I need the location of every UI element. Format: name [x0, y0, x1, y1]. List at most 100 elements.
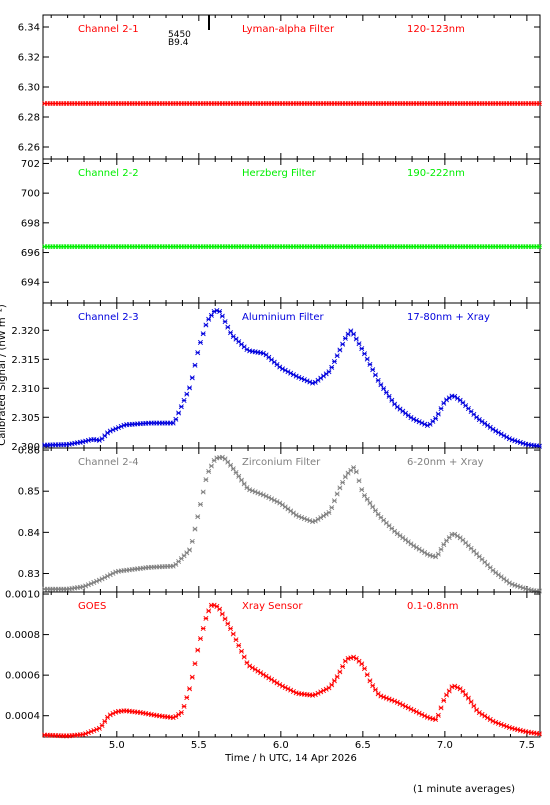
- y-tick-label: 0.85: [18, 487, 40, 498]
- y-tick-label: 0.0006: [5, 671, 40, 682]
- data-point: [217, 308, 223, 315]
- data-point: [233, 470, 239, 476]
- data-point: [443, 397, 450, 403]
- data-point: [337, 669, 343, 675]
- data-point: [364, 672, 370, 678]
- data-point: [187, 547, 193, 553]
- data-point: [200, 331, 206, 337]
- data-point: [197, 339, 203, 345]
- data-point: [340, 663, 346, 670]
- data-point: [176, 711, 182, 718]
- panel-label: Channel 2-1: [78, 24, 139, 35]
- panel-label: Channel 2-4: [78, 457, 139, 468]
- marker-annotation-line-2: B9.4: [168, 38, 189, 48]
- data-point: [372, 508, 378, 514]
- data-point: [233, 637, 239, 643]
- data-point: [493, 570, 499, 576]
- panel-label: Herzberg Filter: [242, 168, 317, 179]
- data-point: [394, 531, 400, 537]
- data-point: [487, 424, 493, 430]
- data-point: [241, 654, 247, 660]
- data-point: [337, 485, 343, 491]
- data-point: [359, 487, 365, 493]
- data-point: [176, 410, 182, 416]
- data-point: [187, 385, 193, 391]
- data-point: [443, 692, 450, 698]
- panel-label: Lyman-alpha Filter: [242, 24, 335, 35]
- data-point: [197, 501, 203, 507]
- y-tick-label: 2.300: [11, 442, 40, 453]
- data-point: [331, 359, 337, 365]
- panel-5: 0.0004 0.0006 0.0008 0.0010 GOES Xray Sensor 0…: [5, 590, 542, 739]
- data-point: [372, 372, 378, 378]
- y-tick-label: 0.83: [18, 569, 40, 580]
- data-point: [282, 504, 288, 510]
- data-point: [342, 474, 348, 480]
- data-point: [331, 498, 337, 504]
- data-point: [397, 533, 403, 539]
- data-point: [238, 648, 244, 654]
- series-markers: [42, 244, 542, 250]
- data-point: [189, 375, 195, 381]
- data-point: [389, 397, 395, 403]
- data-point: [203, 322, 209, 328]
- data-point: [482, 420, 488, 426]
- data-point: [359, 661, 365, 667]
- data-point: [435, 551, 441, 557]
- data-point: [219, 611, 225, 617]
- data-point: [454, 395, 460, 401]
- x-tick-label: 5.5: [191, 740, 207, 751]
- panel-3: 2.300 2.305 2.310 2.315 2.320 Channel 2-3 Alum…: [11, 302, 542, 453]
- x-tick-label: 5.0: [109, 740, 125, 751]
- data-point: [203, 477, 209, 483]
- panel-label: 120-123nm: [407, 24, 465, 35]
- panel-label: 6-20nm + Xray: [407, 457, 484, 468]
- x-tick-label: 6.5: [355, 740, 371, 751]
- data-point: [222, 319, 228, 325]
- x-tick-label: 7.5: [519, 740, 535, 751]
- data-point: [484, 422, 491, 428]
- data-point: [370, 683, 376, 689]
- y-tick-label: 698: [21, 218, 40, 229]
- data-point: [197, 636, 203, 642]
- panel-label: Channel 2-3: [78, 312, 139, 323]
- data-point: [438, 546, 444, 552]
- y-tick-label: 0.86: [18, 446, 40, 457]
- data-point: [438, 406, 444, 412]
- y-tick-label: 6.34: [18, 23, 40, 34]
- data-point: [536, 731, 542, 737]
- data-point: [279, 502, 285, 508]
- y-tick-label: 0.84: [18, 528, 40, 539]
- data-point: [370, 367, 376, 373]
- x-tick-label: 7.0: [437, 740, 453, 751]
- data-point: [460, 688, 466, 694]
- data-point: [187, 686, 193, 692]
- chart-panels: 6.26 6.28 6.30 6.32 6.34 Channel 2-1 Lyman-alp…: [5, 14, 542, 739]
- data-point: [225, 324, 231, 330]
- data-point: [99, 722, 105, 728]
- y-axis-title: Calibrated Signal / (nW m⁻²): [0, 304, 8, 446]
- data-point: [370, 504, 376, 510]
- data-point: [189, 674, 195, 680]
- data-point: [230, 466, 236, 472]
- data-point: [173, 416, 179, 422]
- data-point: [206, 608, 212, 614]
- data-point: [217, 606, 223, 612]
- x-tick-label: 6.0: [273, 740, 289, 751]
- y-tick-label: 2.315: [11, 355, 40, 366]
- data-point: [359, 346, 365, 352]
- y-tick-label: 6.32: [18, 53, 40, 64]
- data-point: [433, 716, 439, 723]
- data-point: [236, 473, 242, 479]
- footnote: (1 minute averages): [413, 784, 515, 795]
- y-tick-label: 694: [21, 278, 40, 289]
- data-point: [200, 489, 206, 495]
- data-point: [353, 469, 359, 475]
- data-point: [222, 616, 228, 622]
- data-point: [378, 382, 384, 388]
- data-point: [208, 463, 214, 469]
- data-point: [495, 572, 501, 578]
- x-axis: 5.0 5.5 6.0 6.5 7.0 7.5: [109, 740, 535, 751]
- panel-label: Xray Sensor: [242, 601, 303, 612]
